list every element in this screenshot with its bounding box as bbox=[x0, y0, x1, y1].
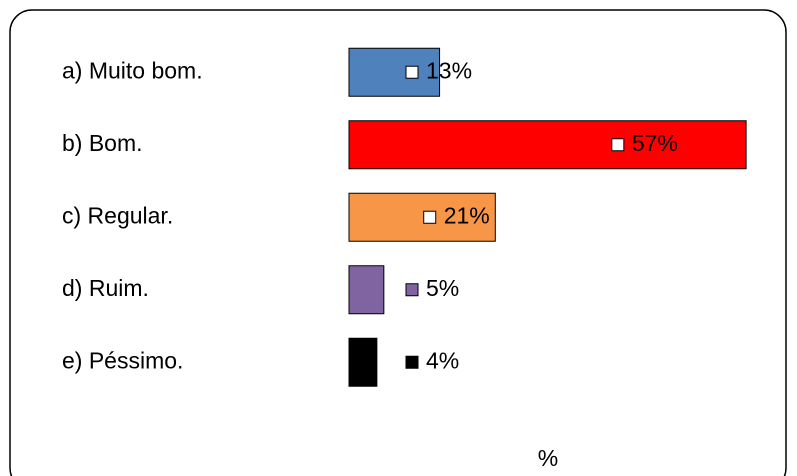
label-marker bbox=[423, 210, 437, 224]
bar bbox=[348, 120, 747, 170]
data-label: 4% bbox=[426, 347, 459, 373]
y-tick-label: b) Bom. bbox=[62, 130, 143, 156]
bar bbox=[348, 265, 385, 315]
data-label: 5% bbox=[426, 275, 459, 301]
data-label: 13% bbox=[426, 57, 472, 83]
y-tick-label: c) Regular. bbox=[62, 202, 173, 228]
y-tick-label: d) Ruim. bbox=[62, 275, 149, 301]
label-marker bbox=[405, 65, 419, 79]
label-marker bbox=[611, 138, 625, 152]
x-axis-label: % bbox=[538, 445, 558, 471]
bar bbox=[348, 47, 441, 97]
data-label: 21% bbox=[444, 202, 490, 228]
bar bbox=[348, 192, 496, 242]
data-label: 57% bbox=[632, 130, 678, 156]
label-marker bbox=[405, 283, 419, 297]
y-tick-label: a) Muito bom. bbox=[62, 57, 203, 83]
y-tick-label: e) Péssimo. bbox=[62, 347, 183, 373]
bar bbox=[348, 337, 378, 387]
label-marker bbox=[405, 355, 419, 369]
